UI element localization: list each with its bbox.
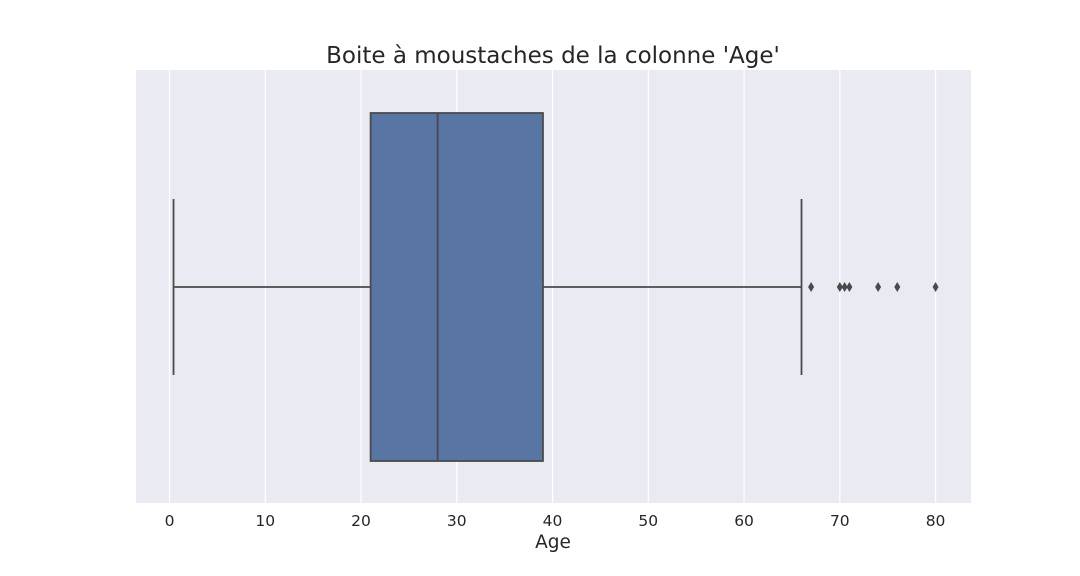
outlier-point	[836, 282, 843, 292]
outlier-point	[846, 282, 853, 292]
x-tick-label: 10	[255, 512, 275, 530]
x-tick-label: 40	[543, 512, 563, 530]
x-tick-label: 60	[734, 512, 754, 530]
outlier-group	[808, 282, 939, 292]
outlier-point	[932, 282, 939, 292]
x-tick-label: 70	[830, 512, 850, 530]
x-tick-label: 80	[926, 512, 946, 530]
x-axis-label: Age	[535, 532, 571, 553]
x-tick-label: 30	[447, 512, 467, 530]
box-group	[172, 112, 803, 462]
x-tick-label: 0	[165, 512, 175, 530]
x-tick-label: 20	[351, 512, 371, 530]
iqr-box	[369, 112, 544, 462]
outlier-point	[875, 282, 882, 292]
x-tick-label: 50	[638, 512, 658, 530]
outlier-point	[841, 282, 848, 292]
chart-title: Boite à moustaches de la colonne 'Age'	[326, 43, 780, 69]
outlier-point	[808, 282, 815, 292]
x-tick-labels: 0 10 20 30 40 50 60 70 80	[165, 512, 946, 530]
outlier-point	[894, 282, 901, 292]
